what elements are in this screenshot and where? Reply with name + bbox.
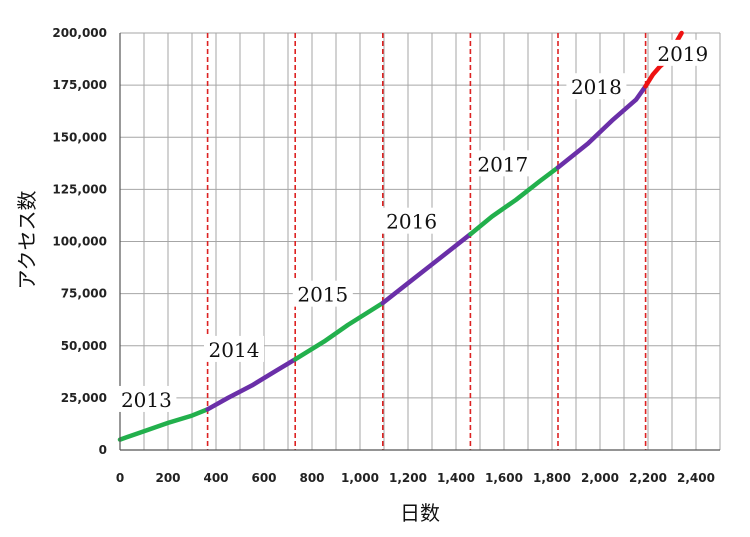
y-tick-label: 125,000 [52, 182, 107, 196]
year-label-bg [472, 150, 533, 177]
year-label-bg [204, 335, 264, 362]
year-label-bg [116, 385, 177, 412]
x-tick-label: 1,000 [341, 471, 379, 485]
x-tick-label: 200 [155, 471, 180, 485]
y-tick-label: 100,000 [52, 235, 107, 249]
series-line-green [468, 165, 561, 237]
y-tick-label: 75,000 [61, 287, 107, 301]
x-tick-label: 400 [203, 471, 228, 485]
year-label: 2019 [657, 42, 708, 66]
x-tick-label: 1,400 [437, 471, 475, 485]
x-tick-label: 1,200 [389, 471, 427, 485]
year-label-bg [381, 207, 442, 234]
series-line-purple [555, 83, 648, 170]
x-tick-label: 2,000 [581, 471, 619, 485]
series-group [117, 30, 684, 442]
y-tick-label: 175,000 [52, 78, 107, 92]
year-label-bg [652, 39, 713, 66]
y-tick-label: 150,000 [52, 130, 107, 144]
year-label: 2013 [121, 388, 172, 412]
x-tick-label: 1,800 [533, 471, 571, 485]
axes: 0 200 400 600 800 1,000 1,200 1,400 1,600 1,800 2,… [52, 26, 720, 485]
y-tick-label: 200,000 [52, 26, 107, 40]
grid [119, 32, 721, 451]
year-label: 2018 [571, 75, 622, 99]
y-tick-label: 0 [99, 443, 107, 457]
x-tick-label: 2,200 [629, 471, 667, 485]
year-annotations: 2013 2014 2015 2016 2017 2018 2019 [116, 39, 713, 412]
year-label: 2015 [297, 283, 348, 307]
x-tick-label: 2,400 [677, 471, 715, 485]
x-tick-label: 600 [251, 471, 276, 485]
series-line-purple [205, 357, 298, 412]
year-label: 2014 [209, 338, 260, 362]
x-tick-label: 0 [116, 471, 124, 485]
x-axis-title: 日数 [400, 501, 440, 525]
x-tick-label: 1,600 [485, 471, 523, 485]
year-boundaries [206, 33, 647, 450]
series-line-green [117, 407, 210, 442]
year-label-bg [292, 280, 353, 307]
series-line-purple [380, 231, 473, 306]
year-label: 2016 [386, 210, 437, 234]
year-label-bg [566, 73, 627, 100]
series-line-green [292, 300, 386, 362]
y-axis-title: アクセス数 [15, 191, 39, 290]
y-tick-label: 50,000 [61, 339, 107, 353]
year-label: 2017 [477, 152, 528, 176]
x-tick-label: 800 [299, 471, 324, 485]
y-tick-label: 25,000 [61, 391, 107, 405]
